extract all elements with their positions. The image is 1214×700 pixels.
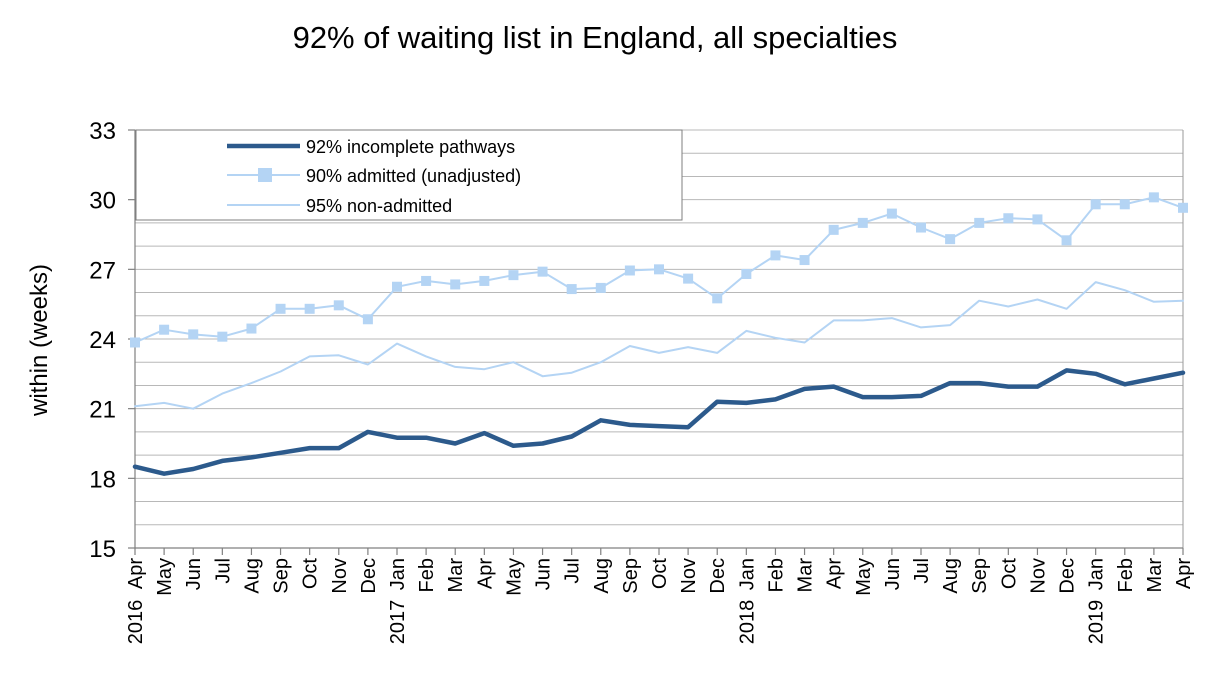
x-tick-label: Mar <box>795 558 817 593</box>
data-point-marker <box>595 282 606 293</box>
legend-marker <box>258 168 272 182</box>
data-point-marker <box>916 222 926 233</box>
data-point-marker <box>886 208 897 219</box>
y-tick-label: 21 <box>89 397 116 424</box>
x-tick-label: Feb <box>416 558 438 592</box>
x-tick-label: Jan <box>1086 558 1108 590</box>
x-tick-label: May <box>853 558 875 596</box>
data-point-marker <box>770 250 781 261</box>
x-tick-label: Jan <box>736 558 758 590</box>
x-tick-label: Apr <box>474 558 496 589</box>
data-point-marker <box>333 300 344 311</box>
data-point-marker <box>304 303 315 314</box>
x-tick-label: Dec <box>707 558 729 594</box>
data-point-marker <box>508 270 519 281</box>
data-point-marker <box>945 234 956 245</box>
data-point-marker <box>246 323 257 334</box>
x-tick-label: Oct <box>998 558 1020 590</box>
series-line <box>134 281 1184 410</box>
x-tick-label: Aug <box>241 558 263 594</box>
data-point-marker <box>159 324 170 335</box>
legend-label: 95% non-admitted <box>306 196 452 216</box>
x-tick-label: Aug <box>940 558 962 594</box>
x-tick-label: May <box>154 558 176 596</box>
x-tick-label: Jan <box>387 558 409 590</box>
chart-title: 92% of waiting list in England, all spec… <box>293 20 898 55</box>
data-point-marker <box>828 224 839 235</box>
x-tick-label: Jun <box>533 558 555 590</box>
data-point-marker <box>799 255 810 266</box>
x-tick-label: Jul <box>911 558 933 584</box>
y-axis-label: within (weeks) <box>26 264 53 417</box>
x-tick-label: Jun <box>183 558 205 590</box>
data-point-marker <box>1061 235 1072 246</box>
x-tick-label: Dec <box>1057 558 1079 594</box>
y-tick-label: 15 <box>89 536 116 563</box>
legend-label: 92% incomplete pathways <box>306 137 515 157</box>
data-point-marker <box>974 217 985 228</box>
x-tick-label: Sep <box>620 558 642 594</box>
data-point-marker <box>217 331 228 342</box>
data-point-marker <box>712 293 723 304</box>
data-point-marker <box>479 275 490 286</box>
y-tick-label: 27 <box>89 257 116 284</box>
data-point-marker <box>1148 192 1159 203</box>
x-year-label: 2016 <box>125 600 147 645</box>
x-tick-label: Jul <box>212 558 234 584</box>
y-tick-label: 30 <box>89 188 116 215</box>
series-group <box>130 192 1188 476</box>
data-point-marker <box>537 266 548 277</box>
x-tick-label: Nov <box>1027 558 1049 594</box>
data-point-marker <box>624 265 635 276</box>
x-year-label: 2019 <box>1086 600 1108 645</box>
data-point-marker <box>1090 199 1101 210</box>
data-point-marker <box>741 268 752 279</box>
data-point-marker <box>1119 199 1130 210</box>
data-point-marker <box>654 264 664 275</box>
x-tick-label: May <box>503 558 525 596</box>
x-tick-label: Sep <box>969 558 991 594</box>
x-tick-label: Oct <box>649 558 671 590</box>
data-point-marker <box>392 281 402 292</box>
series-line <box>132 368 1186 476</box>
x-tick-label: Sep <box>271 558 293 594</box>
data-point-marker <box>1178 202 1188 213</box>
y-tick-label: 18 <box>89 466 116 493</box>
y-tick-label: 33 <box>89 118 116 145</box>
legend-label: 90% admitted (unadjusted) <box>306 166 521 186</box>
x-tick-label: Apr <box>1173 558 1195 589</box>
x-tick-label: Nov <box>329 558 351 594</box>
y-tick-label: 24 <box>89 327 116 354</box>
data-point-marker <box>188 329 199 340</box>
x-tick-label: Jul <box>562 558 584 584</box>
x-tick-label: Oct <box>300 558 322 590</box>
x-tick-label: Mar <box>1144 558 1166 593</box>
x-tick-label: Feb <box>765 558 787 592</box>
data-point-marker <box>566 284 577 295</box>
data-point-marker <box>1003 213 1014 224</box>
x-tick-label: Nov <box>678 558 700 594</box>
data-point-marker <box>421 275 432 286</box>
data-point-marker <box>683 273 694 284</box>
legend: 92% incomplete pathways 90% admitted (una… <box>135 129 683 221</box>
x-tick-label: Dec <box>358 558 380 594</box>
data-point-marker <box>275 303 286 314</box>
x-tick-label: Jun <box>882 558 904 590</box>
x-tick-label: Apr <box>125 558 147 589</box>
data-point-marker <box>362 314 373 325</box>
x-year-label: 2018 <box>736 600 758 645</box>
x-tick-label: Feb <box>1115 558 1137 592</box>
data-point-marker <box>857 217 868 228</box>
x-tick-label: Mar <box>445 558 467 593</box>
x-tick-label: Apr <box>824 558 846 589</box>
data-point-marker <box>450 279 461 290</box>
x-year-label: 2017 <box>387 600 409 645</box>
x-tick-label: Aug <box>591 558 613 594</box>
data-point-marker <box>1032 214 1043 225</box>
data-point-marker <box>130 337 140 348</box>
tick-labels: 15 18 21 24 27 30 33 Apr May Jun Jul Aug Sep Oct Nov De… <box>89 118 1195 644</box>
